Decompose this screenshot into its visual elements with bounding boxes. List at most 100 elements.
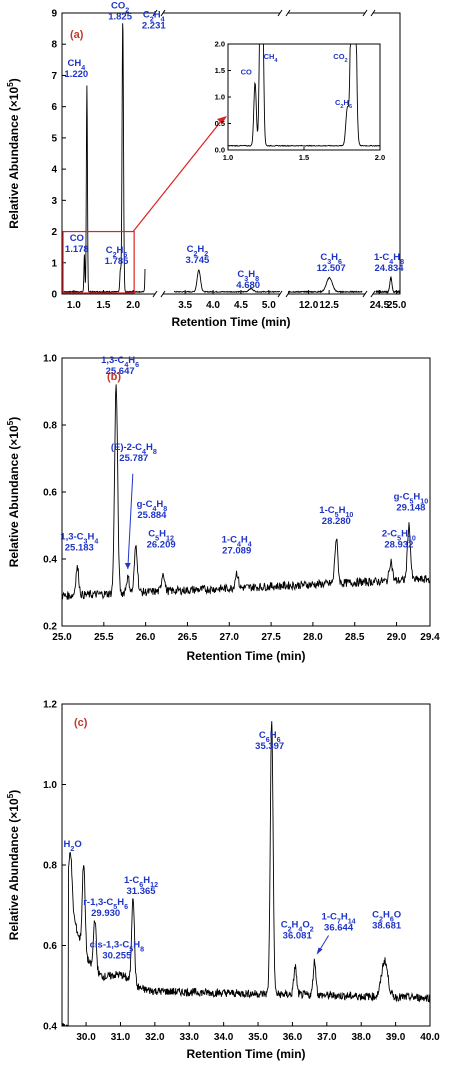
panel-label: (c) [74,717,88,729]
y-tick-label: 0.4 [43,1022,57,1033]
x-tick-label: 27.0 [220,632,240,643]
inset-y-tick-label: 1.5 [215,66,225,75]
peak-formula: 1,3-C3H4 [60,531,98,545]
x-tick-label: 39.0 [386,1032,406,1043]
peak-formula: 1-C6H12 [124,875,158,889]
x-tick-label: 26.0 [136,632,156,643]
axis-break-mark [370,9,376,17]
x-axis-label: Retention Time (min) [186,1047,305,1061]
peak-retention-time: 1.220 [64,69,88,80]
x-tick-label: 1.0 [67,300,81,311]
peak-retention-time: 24.834 [374,263,404,274]
peak-retention-time: 4.680 [236,280,260,291]
chromatogram-trace [61,384,431,600]
y-tick-label: 0.6 [43,941,57,952]
peak-formula: C2H6 [106,245,128,259]
axis-break-gap [280,291,288,297]
axis-break-mark [152,290,158,298]
inset-y-tick-label: 1.0 [215,93,225,102]
peak-formula: C2H4 [143,9,165,23]
x-tick-label: 25.5 [94,632,114,643]
x-axis-label: Retention Time (min) [186,649,305,663]
x-tick-label: 32.0 [145,1032,165,1043]
y-tick-label: 1.0 [43,354,57,365]
peak-retention-time: 2.231 [142,20,166,31]
panel-a: 0 1 2 3 4 5 6 7 8 9 1.0 1.5 2.0 3.5 4.0 4.5 5.0 12.0 12.5 2… [5,0,407,329]
x-tick-label: 25.0 [387,300,407,311]
inset-peak-label: CO2 [333,52,347,64]
x-tick-label: 2.0 [126,300,140,311]
peak-retention-time: 25.647 [106,366,135,377]
zoom-region-box [62,230,135,294]
peak-retention-time: 36.081 [283,931,313,942]
x-tick-label: 34.0 [214,1032,234,1043]
peak-formula: H2O [63,839,81,853]
y-tick-label: 5 [51,133,57,144]
x-tick-label: 33.0 [180,1032,200,1043]
plot-frame [61,12,401,295]
peak-retention-time: 29.148 [396,503,425,514]
zoom-arrow-line [132,119,223,232]
pointer-arrowhead [124,563,131,570]
x-tick-label: 29.4 [420,632,440,643]
peak-formula: (E)-2-C4H8 [111,442,157,456]
peak-formula: C2H4O2 [281,920,314,934]
x-tick-label: 4.0 [206,300,220,311]
peak-formula: 1,3-C4H6 [101,355,139,369]
panel-c: 0.4 0.6 0.8 1.0 1.2 30.0 31.0 32.0 33.0 34.0 35.0 3… [5,700,440,1062]
peak-formula: g-C5H10 [394,492,429,506]
y-tick-label: 0.4 [43,555,57,566]
chromatogram-trace [61,23,146,294]
peak-formula: C3H6 [320,252,342,266]
axis-break-mark [370,290,376,298]
peak-retention-time: 25.787 [119,453,148,464]
y-tick-label: 3 [51,196,57,207]
pointer-arrowhead [316,947,323,955]
x-tick-label: 31.0 [111,1032,131,1043]
chromatogram-trace [173,269,281,294]
x-tick-label: 29.0 [387,632,407,643]
x-tick-label: 30.0 [76,1032,96,1043]
peak-retention-time: 36.644 [324,923,354,934]
peak-retention-time: 29.930 [91,908,120,919]
x-tick-label: 26.5 [178,632,198,643]
peak-formula: C5H12 [148,528,174,542]
x-tick-label: 4.5 [234,300,248,311]
axis-break-gap [365,10,373,16]
y-tick-label: 1.2 [43,700,57,711]
peak-formula: C2H2 [187,244,209,258]
inset-y-tick-label: 0.5 [215,119,225,128]
y-tick-label: 1 [51,258,57,269]
peak-retention-time: 38.681 [372,921,402,932]
x-tick-label: 36.0 [283,1032,303,1043]
peak-retention-time: 30.255 [102,950,132,961]
peak-formula: C3H8 [237,269,259,283]
peak-retention-time: 28.280 [322,516,351,527]
axis-break-mark [160,290,166,298]
axis-break-mark [160,9,166,17]
y-tick-label: 0.6 [43,488,57,499]
inset-peak-label: CH4 [264,52,279,64]
peak-formula: CO2 [111,0,129,14]
y-axis-label: Relative Abundance (×105) [5,790,21,941]
panel-label: (b) [107,371,121,383]
peak-retention-time: 35.397 [255,741,284,752]
peak-retention-time: 28.932 [384,540,413,551]
y-axis-label: Relative Abundance (×105) [5,417,21,568]
peak-formula: r-1,3-C5H6 [83,897,128,911]
inset-x-tick-label: 1.0 [223,153,233,162]
axis-break-mark [362,290,368,298]
peak-formula: CH4 [67,58,85,72]
x-tick-label: 12.5 [319,300,339,311]
inset-peak-label: C2H6 [335,98,352,110]
chromatogram-trace [287,276,363,294]
x-tick-label: 38.0 [351,1032,371,1043]
axis-break-mark [277,9,283,17]
chromatogram-trace [375,275,401,294]
x-tick-label: 28.5 [345,632,365,643]
x-tick-label: 27.5 [261,632,281,643]
zoom-arrow-head [217,116,227,124]
axis-break-mark [362,9,368,17]
inset-x-tick-label: 2.0 [375,153,385,162]
